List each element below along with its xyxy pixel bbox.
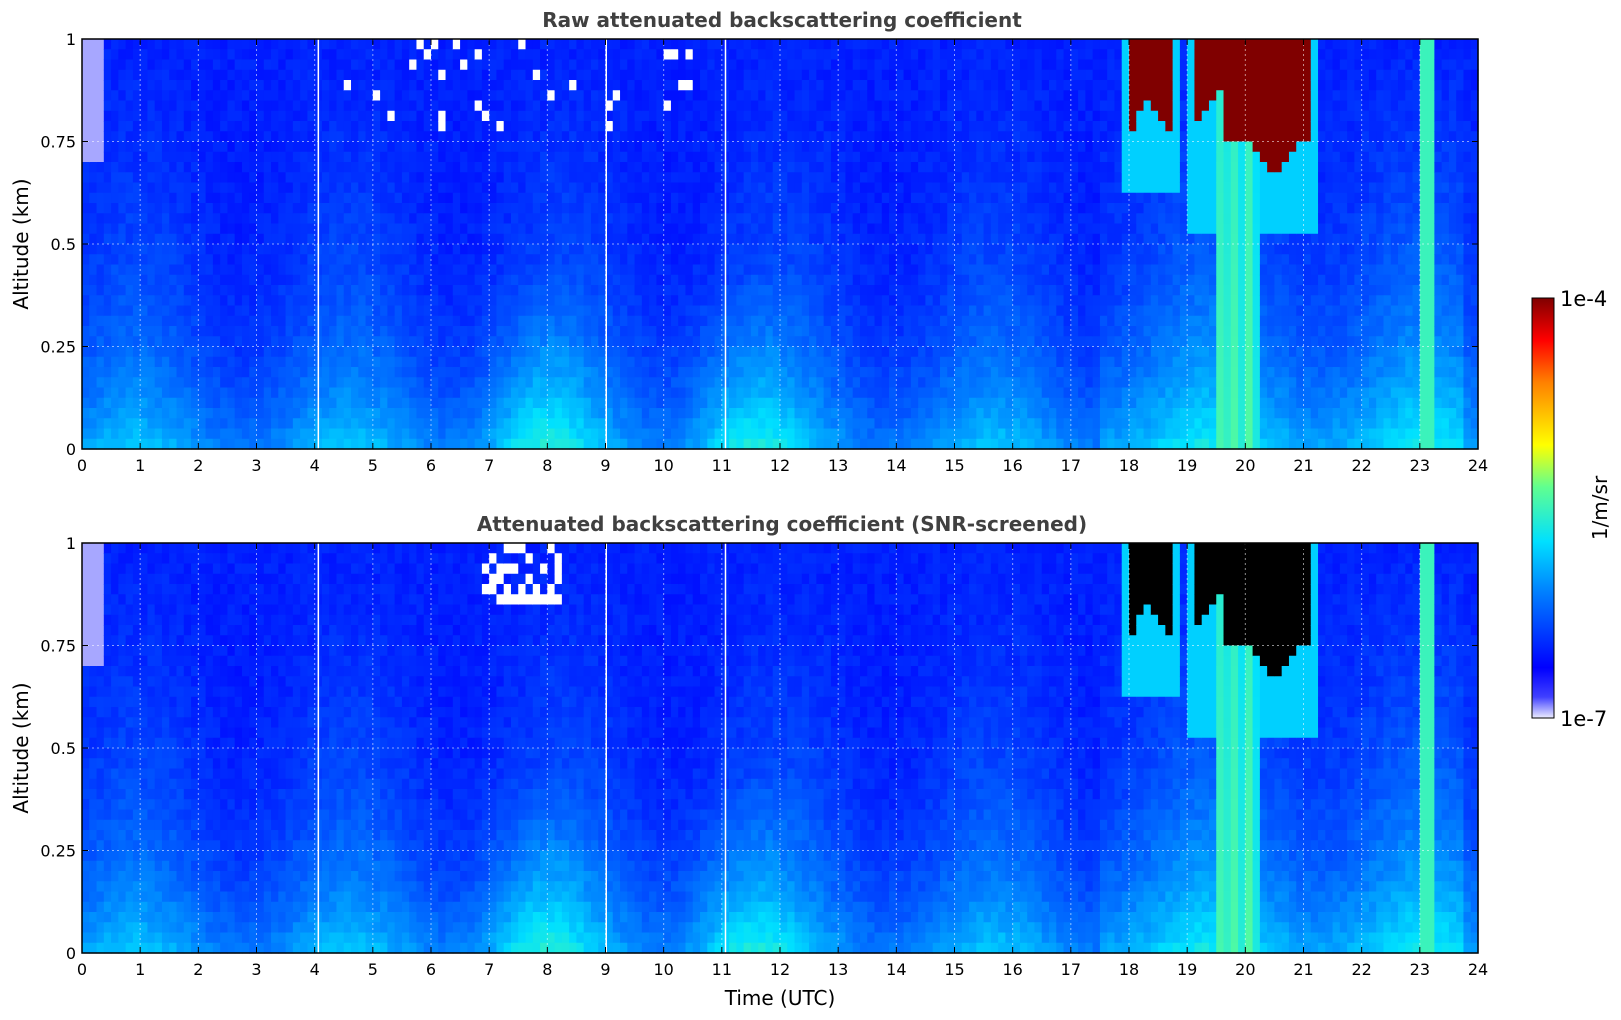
x-tick-label: 6 [426, 960, 436, 979]
x-tick-label: 11 [712, 456, 732, 475]
x-tick-label: 2 [193, 960, 203, 979]
x-tick-label: 17 [1061, 456, 1081, 475]
x-tick-label: 22 [1351, 456, 1371, 475]
colorbar: 1e-4 1e-7 1/m/sr [1531, 287, 1612, 731]
x-tick-label: 0 [77, 456, 87, 475]
x-tick-label: 1 [135, 960, 145, 979]
colorbar-scale [1531, 297, 1555, 719]
x-tick-label: 22 [1351, 960, 1371, 979]
grid [82, 39, 1478, 449]
x-tick-label: 4 [310, 960, 320, 979]
y-tick-label: 0 [66, 440, 76, 459]
x-tick-label: 3 [251, 456, 261, 475]
x-tick-label: 7 [484, 456, 494, 475]
x-ticks: 0 1 2 3 4 5 6 7 8 9 10 11 12 13 14 15 16 17 18 19 20 21 22 23 24 [77, 39, 1488, 475]
x-tick-label: 16 [1002, 960, 1022, 979]
x-tick-label: 6 [426, 456, 436, 475]
x-tick-label: 19 [1177, 456, 1197, 475]
x-tick-label: 13 [828, 960, 848, 979]
colorbar-unit-label: 1/m/sr [1588, 475, 1612, 540]
x-tick-label: 17 [1061, 960, 1081, 979]
panel-raw: Raw attenuated backscattering coefficien… [9, 8, 1488, 475]
y-tick-label: 0.75 [40, 133, 76, 152]
x-tick-label: 5 [368, 960, 378, 979]
x-tick-label: 12 [770, 960, 790, 979]
x-tick-label: 5 [368, 456, 378, 475]
x-tick-label: 4 [310, 456, 320, 475]
y-tick-label: 0 [66, 944, 76, 963]
y-tick-label: 1 [66, 30, 76, 49]
x-tick-label: 21 [1293, 960, 1313, 979]
x-tick-label: 9 [600, 960, 610, 979]
y-tick-label: 1 [66, 534, 76, 553]
x-tick-label: 19 [1177, 960, 1197, 979]
x-tick-label: 2 [193, 456, 203, 475]
y-axis-label: Altitude (km) [9, 682, 33, 813]
x-tick-label: 0 [77, 960, 87, 979]
colorbar-min-label: 1e-7 [1560, 707, 1607, 731]
grid [82, 543, 1478, 953]
x-tick-label: 23 [1410, 456, 1430, 475]
x-tick-label: 24 [1468, 456, 1488, 475]
x-tick-label: 18 [1119, 960, 1139, 979]
x-axis-label: Time (UTC) [724, 986, 836, 1010]
x-tick-label: 10 [653, 960, 673, 979]
y-ticks: 0 0.25 0.5 0.75 1 [40, 534, 1478, 963]
x-tick-label: 18 [1119, 456, 1139, 475]
x-tick-label: 20 [1235, 456, 1255, 475]
x-tick-label: 14 [886, 456, 906, 475]
x-tick-label: 1 [135, 456, 145, 475]
x-tick-label: 3 [251, 960, 261, 979]
y-axis-label: Altitude (km) [9, 178, 33, 309]
y-tick-label: 0.5 [51, 235, 76, 254]
heatmap-screened [82, 543, 1479, 954]
chart-title: Raw attenuated backscattering coefficien… [542, 8, 1022, 32]
x-tick-label: 7 [484, 960, 494, 979]
x-tick-label: 16 [1002, 456, 1022, 475]
x-tick-label: 14 [886, 960, 906, 979]
x-ticks: 0 1 2 3 4 5 6 7 8 9 10 11 12 13 14 15 16 17 18 19 20 21 22 23 24 [77, 543, 1488, 979]
colorbar-max-label: 1e-4 [1560, 287, 1607, 311]
chart-title: Attenuated backscattering coefficient (S… [477, 512, 1087, 536]
x-tick-label: 11 [712, 960, 732, 979]
y-tick-label: 0.5 [51, 739, 76, 758]
x-tick-label: 15 [944, 960, 964, 979]
x-tick-label: 13 [828, 456, 848, 475]
y-tick-label: 0.75 [40, 637, 76, 656]
x-tick-label: 8 [542, 960, 552, 979]
x-tick-label: 24 [1468, 960, 1488, 979]
x-tick-label: 9 [600, 456, 610, 475]
panel-screened: Attenuated backscattering coefficient (S… [9, 512, 1488, 1010]
x-tick-label: 12 [770, 456, 790, 475]
x-tick-label: 23 [1410, 960, 1430, 979]
y-ticks: 0 0.25 0.5 0.75 1 [40, 30, 1478, 459]
x-tick-label: 10 [653, 456, 673, 475]
x-tick-label: 15 [944, 456, 964, 475]
y-tick-label: 0.25 [40, 842, 76, 861]
x-tick-label: 8 [542, 456, 552, 475]
heatmap-raw [82, 39, 1479, 450]
x-tick-label: 21 [1293, 456, 1313, 475]
y-tick-label: 0.25 [40, 338, 76, 357]
x-tick-label: 20 [1235, 960, 1255, 979]
